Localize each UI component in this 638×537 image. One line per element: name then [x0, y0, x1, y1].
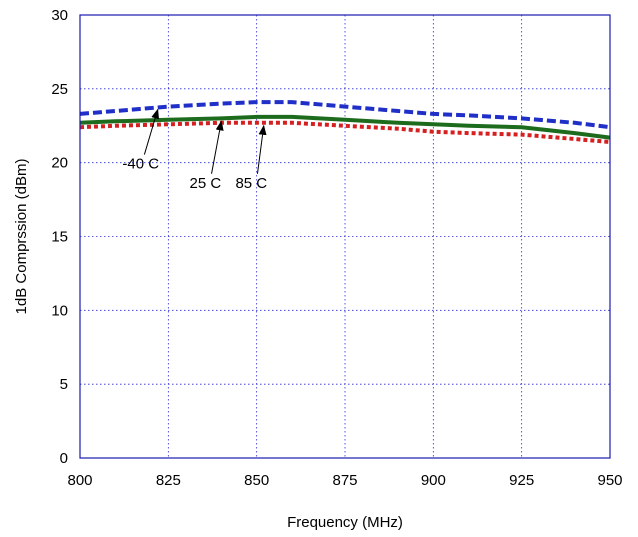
y-tick-label: 10: [51, 302, 68, 319]
x-axis-label: Frequency (MHz): [287, 514, 403, 531]
series-line-25c: [79, 114, 611, 140]
grid: [80, 15, 610, 458]
x-tick-label: 925: [509, 472, 534, 489]
series-lines: [79, 100, 611, 144]
y-tick-label: 15: [51, 229, 68, 246]
x-tick-labels: 800 825 850 875 900 925 950: [67, 472, 622, 489]
annotation-arrow: [211, 120, 224, 174]
annotation-arrow: [143, 108, 160, 155]
annotation-label: 25 C: [190, 175, 222, 192]
y-tick-label: 20: [51, 155, 68, 172]
x-tick-label: 800: [67, 472, 92, 489]
x-tick-label: 900: [421, 472, 446, 489]
x-tick-label: 875: [332, 472, 357, 489]
y-tick-label: 30: [51, 7, 68, 24]
annotation-label: -40 C: [122, 156, 159, 173]
x-tick-label: 825: [156, 472, 181, 489]
series-line-85c: [79, 120, 611, 144]
series-line-40c: [79, 100, 611, 130]
y-tick-label: 5: [60, 376, 68, 393]
y-tick-labels: 0 5 10 15 20 25 30: [51, 7, 68, 467]
x-tick-label: 850: [244, 472, 269, 489]
annotation-label: 85 C: [235, 175, 267, 192]
annotations: -40 C 25 C 85 C: [122, 108, 267, 192]
x-tick-label: 950: [597, 472, 622, 489]
y-tick-label: 0: [60, 450, 68, 467]
y-tick-label: 25: [51, 81, 68, 98]
plot-frame: [79, 14, 611, 459]
y-axis-label: 1dB Comprssion (dBm): [13, 159, 30, 315]
annotation-arrow: [256, 124, 267, 174]
